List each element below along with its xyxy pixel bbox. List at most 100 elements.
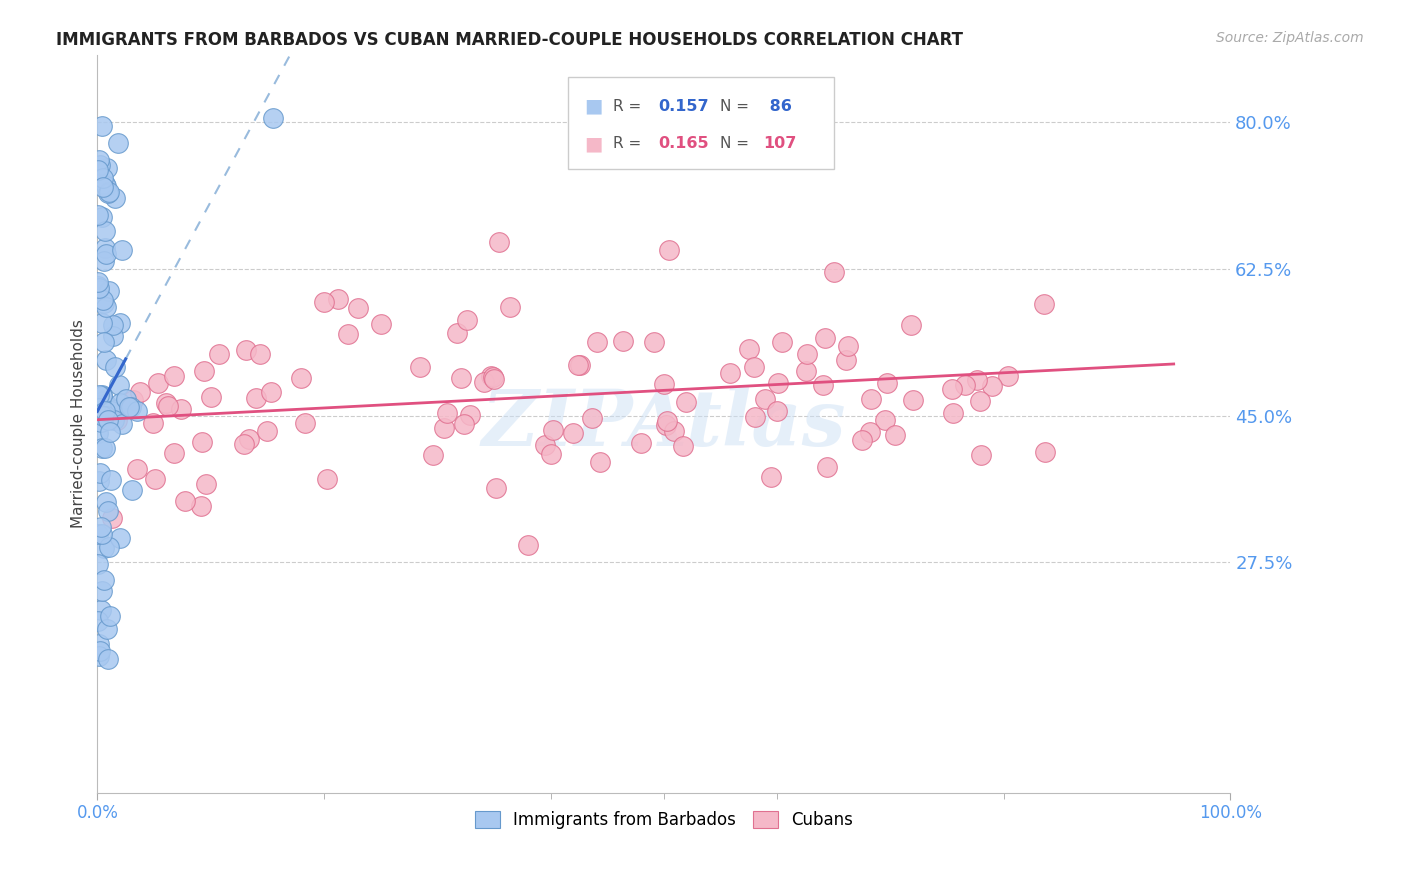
Point	[312, 294, 335, 309]
Point	[860, 392, 883, 406]
Point	[233, 436, 256, 450]
Point	[103, 329, 125, 343]
Point	[90, 120, 112, 134]
Point	[433, 421, 456, 435]
Point	[97, 186, 120, 200]
Point	[568, 359, 591, 373]
Point	[96, 409, 118, 423]
Point	[900, 318, 922, 333]
Text: ■: ■	[585, 96, 603, 116]
Point	[105, 413, 128, 427]
Point	[87, 649, 110, 664]
Point	[96, 413, 118, 427]
Point	[142, 416, 165, 430]
Point	[671, 439, 693, 453]
Point	[108, 378, 131, 392]
Text: Source: ZipAtlas.com: Source: ZipAtlas.com	[1216, 31, 1364, 45]
Point	[408, 359, 430, 374]
Point	[97, 652, 120, 666]
Point	[194, 477, 217, 491]
Point	[108, 396, 131, 410]
Point	[94, 441, 117, 455]
Point	[87, 281, 110, 295]
Point	[97, 504, 120, 518]
Point	[744, 409, 766, 424]
Point	[835, 353, 858, 368]
Point	[190, 434, 212, 449]
Point	[336, 327, 359, 342]
Point	[91, 293, 114, 308]
Point	[675, 395, 697, 409]
Point	[101, 318, 124, 333]
Point	[107, 136, 129, 150]
Point	[655, 415, 678, 429]
Point	[837, 338, 859, 352]
Point	[652, 376, 675, 391]
Point	[93, 541, 115, 555]
Point	[108, 316, 131, 330]
Point	[997, 368, 1019, 383]
Point	[87, 279, 110, 293]
Point	[516, 537, 538, 551]
Point	[122, 392, 145, 407]
Point	[91, 409, 114, 423]
Text: ZIPAtlas: ZIPAtlas	[482, 385, 846, 462]
Point	[290, 370, 312, 384]
Point	[96, 179, 118, 194]
Point	[104, 360, 127, 375]
Point	[481, 368, 503, 383]
Point	[103, 403, 125, 417]
Point	[796, 347, 818, 361]
Point	[456, 313, 478, 327]
Point	[96, 622, 118, 636]
Point	[89, 466, 111, 480]
Point	[91, 584, 114, 599]
Point	[260, 385, 283, 400]
Point	[328, 292, 350, 306]
Point	[768, 376, 790, 390]
Point	[873, 413, 896, 427]
Point	[347, 301, 370, 316]
Point	[87, 475, 110, 489]
Point	[190, 499, 212, 513]
Point	[941, 382, 963, 396]
Text: ■: ■	[585, 134, 603, 153]
Point	[91, 387, 114, 401]
Point	[643, 334, 665, 349]
Point	[662, 424, 685, 438]
Point	[472, 375, 495, 389]
Point	[87, 615, 110, 629]
Text: 107: 107	[763, 136, 797, 151]
Point	[87, 526, 110, 541]
Point	[811, 378, 834, 392]
Point	[155, 396, 177, 410]
Point	[100, 404, 122, 418]
Point	[129, 384, 152, 399]
Point	[453, 417, 475, 431]
Point	[104, 191, 127, 205]
Point	[91, 180, 114, 194]
Point	[90, 389, 112, 403]
Point	[103, 413, 125, 427]
Point	[1033, 297, 1056, 311]
Point	[91, 526, 114, 541]
Point	[207, 347, 229, 361]
FancyBboxPatch shape	[568, 78, 834, 169]
Text: 0.165: 0.165	[658, 136, 709, 151]
Point	[766, 403, 789, 417]
Point	[89, 644, 111, 658]
Point	[93, 254, 115, 268]
Point	[89, 398, 111, 412]
Point	[87, 208, 110, 222]
Point	[422, 448, 444, 462]
Point	[98, 425, 121, 440]
Point	[90, 316, 112, 330]
Point	[87, 401, 110, 416]
Point	[851, 434, 873, 448]
Point	[589, 455, 612, 469]
Point	[256, 424, 278, 438]
Point	[823, 265, 845, 279]
Point	[94, 300, 117, 314]
Point	[101, 511, 124, 525]
Text: 86: 86	[763, 98, 792, 113]
